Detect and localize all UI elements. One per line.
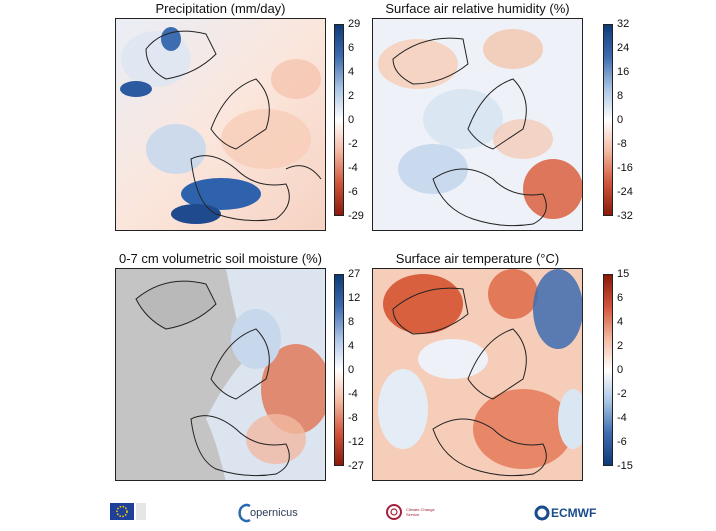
tick-label: 4 [617, 316, 624, 328]
panel-title: 0-7 cm volumetric soil moisture (%) [119, 251, 322, 266]
tick-label: -27 [348, 460, 364, 472]
copernicus-c-icon [238, 503, 251, 523]
ecmwf-label: ECMWF [551, 506, 597, 520]
tick-label: 16 [617, 66, 630, 78]
tick-label: -8 [617, 138, 627, 150]
tick-label: 27 [348, 268, 361, 280]
map-temperature [372, 268, 583, 481]
map-precipitation [115, 18, 326, 231]
climate-swirl-icon [386, 504, 402, 520]
panel-title: Surface air relative humidity (%) [385, 1, 570, 16]
tick-label: 29 [348, 18, 361, 30]
tick-label: -4 [348, 388, 358, 400]
tick-label: -24 [617, 186, 633, 198]
tick-label: -16 [617, 162, 633, 174]
tick-label: -12 [348, 436, 364, 448]
tick-label: 15 [617, 268, 630, 280]
tick-label: -6 [348, 186, 358, 198]
tick-label: -2 [348, 138, 358, 150]
tick-label: 8 [617, 90, 624, 102]
tick-label: 32 [617, 18, 630, 30]
tick-label: 12 [348, 292, 361, 304]
tick-label: 8 [348, 316, 355, 328]
tick-label: 0 [348, 114, 355, 126]
tick-label: -8 [348, 412, 358, 424]
tick-label: -6 [617, 436, 627, 448]
tick-label: -29 [348, 210, 364, 222]
colorbar-humidity [603, 24, 613, 216]
map-soil-moisture [115, 268, 326, 481]
tick-label: -4 [348, 162, 358, 174]
tick-label: -32 [617, 210, 633, 222]
climate-change-service-logo: Climate Change Service [385, 501, 445, 525]
colorbar-temperature [603, 274, 613, 466]
map-humidity [372, 18, 583, 231]
eu-flag-logo [108, 500, 148, 524]
tick-label: 0 [617, 364, 624, 376]
colorbar-precipitation [334, 24, 344, 216]
ecmwf-logo: ECMWF [534, 504, 604, 522]
tick-label: -4 [617, 412, 627, 424]
tick-label: 6 [617, 292, 624, 304]
tick-label: 4 [348, 66, 355, 78]
tick-label: 0 [617, 114, 624, 126]
tick-label: 2 [348, 90, 355, 102]
colorbar-soil-moisture [334, 274, 344, 466]
tick-label: 0 [348, 364, 355, 376]
tick-label: 2 [617, 340, 624, 352]
climate-label: Climate Change Service [406, 507, 435, 517]
tick-label: -15 [617, 460, 633, 472]
tick-label: 4 [348, 340, 355, 352]
tick-label: 24 [617, 42, 630, 54]
panel-title: Surface air temperature (°C) [395, 251, 560, 266]
copernicus-logo: opernicus [238, 503, 298, 525]
ecmwf-icon [534, 505, 550, 521]
panel-title: Precipitation (mm/day) [155, 1, 286, 16]
tick-label: 6 [348, 42, 355, 54]
tick-label: -2 [617, 388, 627, 400]
copernicus-label: opernicus [250, 507, 298, 519]
